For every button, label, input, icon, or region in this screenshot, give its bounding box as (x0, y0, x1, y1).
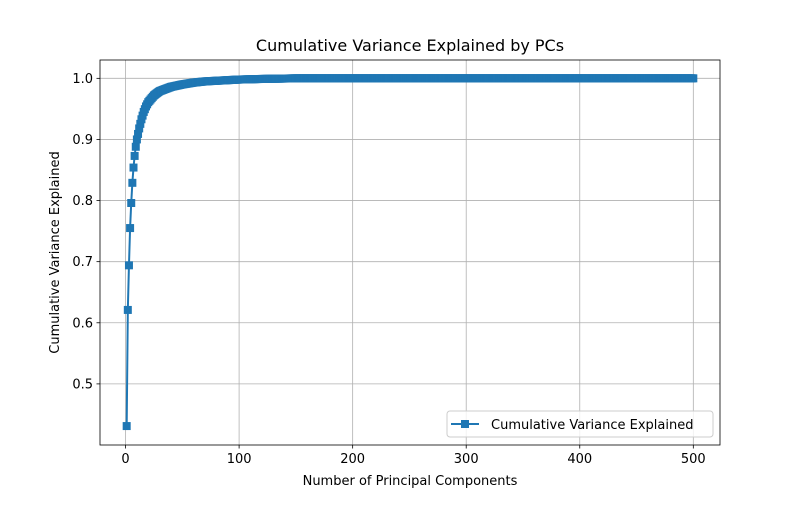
data-point (123, 305, 132, 314)
y-tick-label: 0.7 (72, 255, 93, 270)
legend-label: Cumulative Variance Explained (491, 418, 693, 433)
chart-title: Cumulative Variance Explained by PCs (256, 36, 564, 55)
y-tick-label: 0.8 (72, 194, 93, 209)
data-point (122, 422, 131, 431)
x-axis-ticks: 0 100 200 300 400 500 (121, 445, 706, 467)
data-point (129, 163, 138, 172)
grid (100, 60, 720, 445)
plot-frame (99, 59, 721, 446)
legend-marker (461, 420, 469, 428)
x-tick-label: 100 (227, 452, 252, 467)
data-point (124, 261, 133, 270)
data-point (132, 135, 141, 144)
data-point (131, 142, 140, 151)
data-point (127, 199, 136, 207)
x-tick-label: 200 (340, 452, 365, 467)
x-tick-label: 300 (454, 452, 479, 467)
data-point (135, 124, 144, 133)
y-tick-label: 0.9 (72, 133, 93, 148)
y-axis-label: Cumulative Variance Explained (48, 151, 63, 353)
data-point (136, 119, 145, 128)
series-markers (122, 74, 698, 431)
data-point (689, 74, 698, 83)
series-layer (122, 74, 698, 431)
data-point (130, 151, 139, 160)
legend-box (446, 410, 714, 438)
data-point (128, 178, 137, 187)
y-tick-label: 0.5 (72, 377, 93, 392)
y-tick-label: 1.0 (72, 72, 93, 87)
y-axis-ticks: 0.5 0.6 0.7 0.8 0.9 1.0 (72, 72, 100, 392)
x-tick-label: 500 (681, 452, 706, 467)
y-tick-label: 0.6 (72, 316, 93, 331)
x-tick-label: 400 (567, 452, 592, 467)
legend: Cumulative Variance Explained (446, 410, 714, 438)
x-axis-label: Number of Principal Components (303, 474, 518, 489)
data-point (134, 129, 143, 138)
data-point (126, 224, 135, 233)
x-tick-label: 0 (121, 452, 129, 467)
